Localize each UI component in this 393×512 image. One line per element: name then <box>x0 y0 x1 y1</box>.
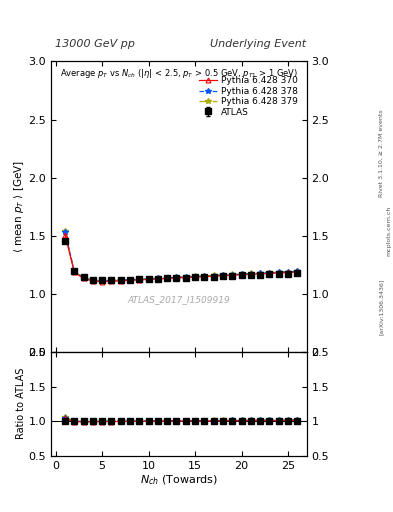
Pythia 6.428 370 <box>90 278 95 284</box>
Pythia 6.428 379 <box>109 278 114 284</box>
Pythia 6.428 370 <box>165 275 169 282</box>
Legend: Pythia 6.428 370, Pythia 6.428 378, Pythia 6.428 379, ATLAS: Pythia 6.428 370, Pythia 6.428 378, Pyth… <box>197 75 299 118</box>
Pythia 6.428 378 <box>202 273 207 279</box>
X-axis label: $N_{ch}$ (Towards): $N_{ch}$ (Towards) <box>140 473 218 487</box>
Pythia 6.428 378 <box>174 274 179 281</box>
Pythia 6.428 378 <box>137 276 142 283</box>
Pythia 6.428 379 <box>128 276 132 283</box>
Pythia 6.428 378 <box>109 278 114 284</box>
Pythia 6.428 379 <box>248 270 253 276</box>
Pythia 6.428 379 <box>90 277 95 283</box>
Pythia 6.428 370 <box>295 269 299 275</box>
Pythia 6.428 378 <box>146 276 151 282</box>
Line: Pythia 6.428 378: Pythia 6.428 378 <box>62 229 300 284</box>
Text: Underlying Event: Underlying Event <box>210 38 307 49</box>
Text: Rivet 3.1.10, ≥ 2.7M events: Rivet 3.1.10, ≥ 2.7M events <box>379 110 384 198</box>
Pythia 6.428 379 <box>100 278 105 284</box>
Y-axis label: $\langle$ mean $p_T$ $\rangle$ [GeV]: $\langle$ mean $p_T$ $\rangle$ [GeV] <box>12 160 26 253</box>
Text: mcplots.cern.ch: mcplots.cern.ch <box>387 205 391 255</box>
Text: Average $p_T$ vs $N_{ch}$ ($|\eta|$ < 2.5, $p_T$ > 0.5 GeV, $p_{T1}$ > 1 GeV): Average $p_T$ vs $N_{ch}$ ($|\eta|$ < 2.… <box>60 67 298 80</box>
Pythia 6.428 370 <box>100 279 105 285</box>
Text: ATLAS_2017_I1509919: ATLAS_2017_I1509919 <box>127 295 230 304</box>
Pythia 6.428 378 <box>267 270 272 276</box>
Pythia 6.428 370 <box>109 278 114 284</box>
Pythia 6.428 379 <box>211 272 216 279</box>
Pythia 6.428 379 <box>276 269 281 275</box>
Pythia 6.428 378 <box>193 273 197 280</box>
Line: Pythia 6.428 379: Pythia 6.428 379 <box>62 228 300 284</box>
Pythia 6.428 370 <box>72 269 77 275</box>
Pythia 6.428 370 <box>137 277 142 283</box>
Pythia 6.428 379 <box>174 274 179 280</box>
Pythia 6.428 370 <box>174 275 179 281</box>
Pythia 6.428 370 <box>128 278 132 284</box>
Pythia 6.428 379 <box>184 274 188 280</box>
Pythia 6.428 370 <box>248 271 253 278</box>
Pythia 6.428 378 <box>100 278 105 284</box>
Pythia 6.428 370 <box>267 270 272 276</box>
Pythia 6.428 370 <box>184 274 188 281</box>
Pythia 6.428 379 <box>230 271 235 278</box>
Pythia 6.428 378 <box>248 271 253 277</box>
Pythia 6.428 379 <box>193 273 197 280</box>
Pythia 6.428 370 <box>276 270 281 276</box>
Pythia 6.428 378 <box>184 274 188 280</box>
Pythia 6.428 378 <box>286 269 290 275</box>
Pythia 6.428 379 <box>62 228 67 234</box>
Pythia 6.428 379 <box>286 269 290 275</box>
Text: [arXiv:1306.3436]: [arXiv:1306.3436] <box>379 279 384 335</box>
Pythia 6.428 379 <box>81 274 86 281</box>
Pythia 6.428 378 <box>90 278 95 284</box>
Pythia 6.428 379 <box>239 271 244 277</box>
Pythia 6.428 370 <box>81 275 86 282</box>
Pythia 6.428 378 <box>239 271 244 278</box>
Pythia 6.428 370 <box>258 271 263 277</box>
Pythia 6.428 370 <box>220 272 225 279</box>
Pythia 6.428 379 <box>146 275 151 282</box>
Pythia 6.428 378 <box>276 269 281 275</box>
Line: Pythia 6.428 370: Pythia 6.428 370 <box>62 232 300 284</box>
Pythia 6.428 379 <box>258 270 263 276</box>
Pythia 6.428 379 <box>137 276 142 282</box>
Pythia 6.428 370 <box>230 272 235 279</box>
Pythia 6.428 378 <box>211 272 216 279</box>
Pythia 6.428 378 <box>81 275 86 281</box>
Pythia 6.428 378 <box>220 272 225 278</box>
Pythia 6.428 379 <box>118 277 123 283</box>
Pythia 6.428 379 <box>156 275 160 281</box>
Pythia 6.428 379 <box>267 269 272 275</box>
Pythia 6.428 370 <box>202 273 207 280</box>
Pythia 6.428 378 <box>62 229 67 236</box>
Pythia 6.428 370 <box>62 231 67 238</box>
Pythia 6.428 379 <box>220 272 225 278</box>
Pythia 6.428 370 <box>118 278 123 284</box>
Pythia 6.428 370 <box>156 276 160 282</box>
Pythia 6.428 379 <box>72 268 77 274</box>
Y-axis label: Ratio to ATLAS: Ratio to ATLAS <box>16 368 26 439</box>
Pythia 6.428 379 <box>165 274 169 281</box>
Pythia 6.428 378 <box>72 268 77 274</box>
Pythia 6.428 378 <box>295 268 299 274</box>
Pythia 6.428 378 <box>230 271 235 278</box>
Pythia 6.428 370 <box>211 273 216 279</box>
Text: 13000 GeV pp: 13000 GeV pp <box>55 38 135 49</box>
Pythia 6.428 378 <box>118 277 123 283</box>
Pythia 6.428 378 <box>165 275 169 281</box>
Pythia 6.428 378 <box>258 270 263 276</box>
Pythia 6.428 379 <box>295 268 299 274</box>
Pythia 6.428 370 <box>286 269 290 275</box>
Pythia 6.428 370 <box>146 276 151 283</box>
Pythia 6.428 370 <box>193 274 197 280</box>
Pythia 6.428 378 <box>156 275 160 282</box>
Pythia 6.428 378 <box>128 276 132 283</box>
Pythia 6.428 370 <box>239 272 244 278</box>
Pythia 6.428 379 <box>202 273 207 279</box>
